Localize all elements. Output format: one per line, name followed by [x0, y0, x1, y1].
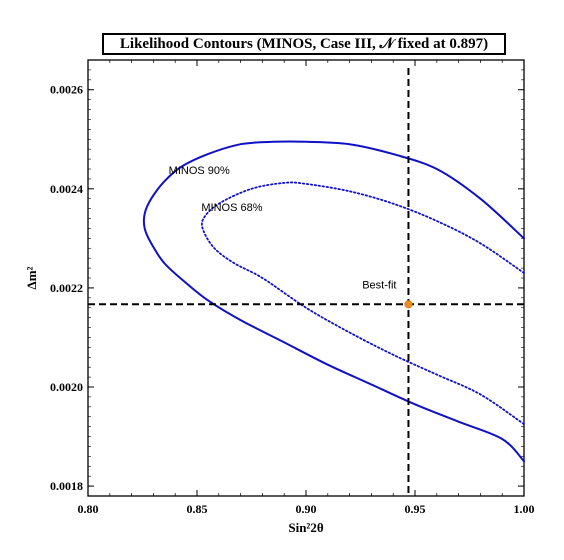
- plot-frame: [87, 59, 525, 497]
- best-fit-label: Best-fit: [362, 279, 396, 291]
- x-axis-title: Sin²2θ: [288, 520, 323, 535]
- y-axis-title: Δm²: [24, 266, 39, 289]
- x-tick-label: 0.80: [78, 502, 99, 516]
- y-tick-label: 0.0022: [50, 281, 83, 295]
- x-tick-label: 0.85: [187, 502, 208, 516]
- y-tick-label: 0.0026: [50, 83, 83, 97]
- x-tick-label: 0.95: [405, 502, 426, 516]
- y-tick-label: 0.0024: [50, 182, 83, 196]
- chart-title: Likelihood Contours (MINOS, Case III, 𝒩 …: [102, 33, 506, 55]
- contour-minos-90: [142, 140, 525, 463]
- contour-label: MINOS 68%: [201, 202, 262, 214]
- x-tick-label: 0.90: [296, 502, 317, 516]
- y-tick-label: 0.0020: [50, 380, 83, 394]
- y-tick-label: 0.0018: [50, 479, 83, 493]
- x-tick-label: 1.00: [514, 502, 535, 516]
- best-fit-point: [404, 300, 413, 309]
- best-fit-crosshair: [88, 68, 524, 496]
- contour-label: MINOS 90%: [169, 165, 230, 177]
- axis-ticks: 0.80 0.85 0.90 0.95 1.00 0.0018 0.0020 0.0022 0.…: [24, 59, 535, 535]
- contour-minos-68: [200, 181, 525, 426]
- contour-curves: [142, 140, 525, 463]
- labels: Best-fit MINOS 90% MINOS 68%: [169, 165, 397, 291]
